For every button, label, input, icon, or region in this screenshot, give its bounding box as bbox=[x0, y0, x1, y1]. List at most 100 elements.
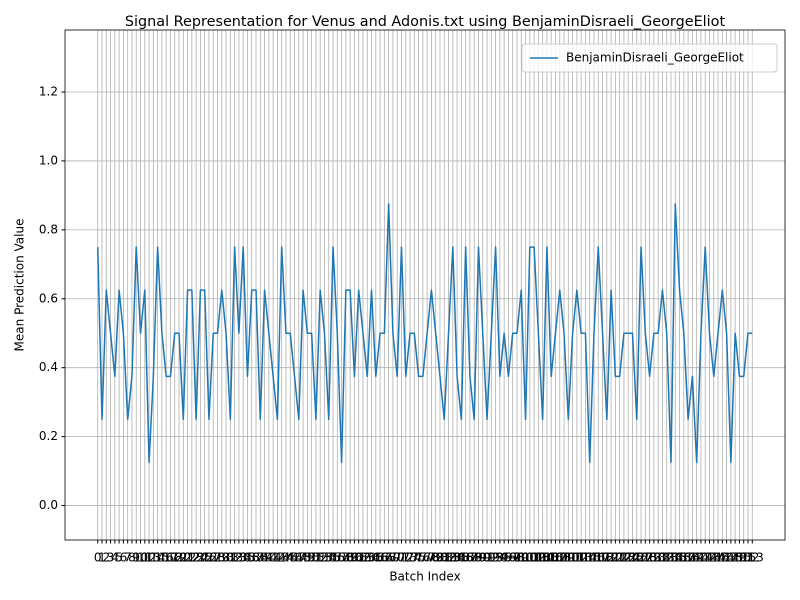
x-tick-label: 103 bbox=[527, 551, 550, 565]
x-tick-label: 140 bbox=[685, 551, 708, 565]
x-tick-label: 19 bbox=[171, 551, 186, 565]
x-tick-label: 39 bbox=[257, 551, 272, 565]
x-tick-label: 107 bbox=[544, 551, 567, 565]
x-tick-label: 94 bbox=[492, 551, 507, 565]
x-tick-label: 12 bbox=[141, 551, 156, 565]
x-tick-label: 114 bbox=[574, 551, 597, 565]
x-tick-label: 97 bbox=[505, 551, 520, 565]
x-tick-label: 0 bbox=[94, 551, 102, 565]
x-tick-label: 49 bbox=[300, 551, 315, 565]
x-tick-label: 123 bbox=[612, 551, 635, 565]
x-tick-label: 82 bbox=[441, 551, 456, 565]
x-tick-label: 138 bbox=[677, 551, 700, 565]
x-tick-label: 1 bbox=[98, 551, 106, 565]
x-tick-label: 121 bbox=[604, 551, 627, 565]
x-tick-label: 20 bbox=[176, 551, 191, 565]
x-tick-label: 43 bbox=[274, 551, 289, 565]
data-line bbox=[96, 203, 753, 464]
x-tick-label: 93 bbox=[488, 551, 503, 565]
x-tick-label: 91 bbox=[479, 551, 494, 565]
legend-box bbox=[521, 43, 778, 73]
x-tick-label: 153 bbox=[741, 551, 764, 565]
x-tick-label: 151 bbox=[732, 551, 755, 565]
x-tick-label: 90 bbox=[475, 551, 490, 565]
y-axis-label: Mean Prediction Value bbox=[13, 219, 27, 352]
x-tick-label: 150 bbox=[728, 551, 751, 565]
x-tick-label: 117 bbox=[587, 551, 610, 565]
x-tick-label: 109 bbox=[553, 551, 576, 565]
x-tick-label: 30 bbox=[218, 551, 233, 565]
x-tick-label: 45 bbox=[283, 551, 298, 565]
x-tick-label: 125 bbox=[621, 551, 644, 565]
x-tick-label: 9 bbox=[132, 551, 140, 565]
chart-title: Signal Representation for Venus and Adon… bbox=[125, 14, 726, 30]
x-tick-label: 6 bbox=[120, 551, 128, 565]
x-tick-label: 66 bbox=[372, 551, 387, 565]
x-tick-label: 89 bbox=[471, 551, 486, 565]
x-tick-label: 83 bbox=[445, 551, 460, 565]
y-tick-label: 1.2 bbox=[39, 85, 58, 99]
x-tick-label: 147 bbox=[715, 551, 738, 565]
x-tick-label: 130 bbox=[642, 551, 665, 565]
x-tick-label: 24 bbox=[193, 551, 208, 565]
x-tick-label: 55 bbox=[325, 551, 340, 565]
x-tick-label: 129 bbox=[638, 551, 661, 565]
x-tick-label: 124 bbox=[617, 551, 640, 565]
x-tick-label: 135 bbox=[664, 551, 687, 565]
x-tick-label: 87 bbox=[462, 551, 477, 565]
x-tick-label: 106 bbox=[540, 551, 563, 565]
x-tick-label: 3 bbox=[107, 551, 115, 565]
x-tick-label: 86 bbox=[458, 551, 473, 565]
x-tick-label: 22 bbox=[184, 551, 199, 565]
x-tick-label: 104 bbox=[531, 551, 554, 565]
x-tick-label: 73 bbox=[402, 551, 417, 565]
x-tick-label: 76 bbox=[415, 551, 430, 565]
x-tick-label: 145 bbox=[707, 551, 730, 565]
x-tick-label: 108 bbox=[548, 551, 571, 565]
x-tick-label: 152 bbox=[737, 551, 760, 565]
x-tick-label: 28 bbox=[210, 551, 225, 565]
x-tick-label: 65 bbox=[368, 551, 383, 565]
plot-frame bbox=[64, 29, 786, 541]
x-tick-label: 143 bbox=[698, 551, 721, 565]
x-tick-label: 13 bbox=[146, 551, 161, 565]
x-tick-label: 119 bbox=[595, 551, 618, 565]
x-tick-label: 26 bbox=[201, 551, 216, 565]
x-tick-label: 17 bbox=[163, 551, 178, 565]
x-tick-label: 21 bbox=[180, 551, 195, 565]
x-tick-label: 137 bbox=[672, 551, 695, 565]
x-tick-label: 110 bbox=[557, 551, 580, 565]
x-tick-label: 61 bbox=[351, 551, 366, 565]
x-tick-label: 116 bbox=[583, 551, 606, 565]
x-tick-label: 111 bbox=[561, 551, 584, 565]
x-tick-label: 8 bbox=[128, 551, 136, 565]
x-tick-label: 36 bbox=[244, 551, 259, 565]
x-tick-label: 102 bbox=[523, 551, 546, 565]
x-tick-label: 68 bbox=[381, 551, 396, 565]
x-tick-label: 92 bbox=[484, 551, 499, 565]
x-tick-label: 146 bbox=[711, 551, 734, 565]
x-tick-label: 57 bbox=[334, 551, 349, 565]
x-tick-label: 25 bbox=[197, 551, 212, 565]
x-tick-label: 142 bbox=[694, 551, 717, 565]
x-tick-label: 29 bbox=[214, 551, 229, 565]
x-tick-label: 133 bbox=[655, 551, 678, 565]
x-tick-label: 81 bbox=[437, 551, 452, 565]
x-tick-label: 149 bbox=[724, 551, 747, 565]
y-tick-label: 1.0 bbox=[39, 153, 58, 167]
x-tick-label: 148 bbox=[719, 551, 742, 565]
x-tick-label: 99 bbox=[514, 551, 529, 565]
x-tick-label: 101 bbox=[518, 551, 541, 565]
x-tick-label: 16 bbox=[159, 551, 174, 565]
x-tick-label: 38 bbox=[253, 551, 268, 565]
x-tick-label: 37 bbox=[248, 551, 263, 565]
x-tick-label: 51 bbox=[308, 551, 323, 565]
x-tick-label: 144 bbox=[702, 551, 725, 565]
x-tick-label: 32 bbox=[227, 551, 242, 565]
y-tick-label: 0.0 bbox=[39, 498, 58, 512]
x-tick-label: 31 bbox=[223, 551, 238, 565]
x-tick-label: 127 bbox=[630, 551, 653, 565]
legend-label: BenjaminDisraeli_GeorgeEliot bbox=[566, 51, 744, 65]
x-tick-label: 70 bbox=[390, 551, 405, 565]
